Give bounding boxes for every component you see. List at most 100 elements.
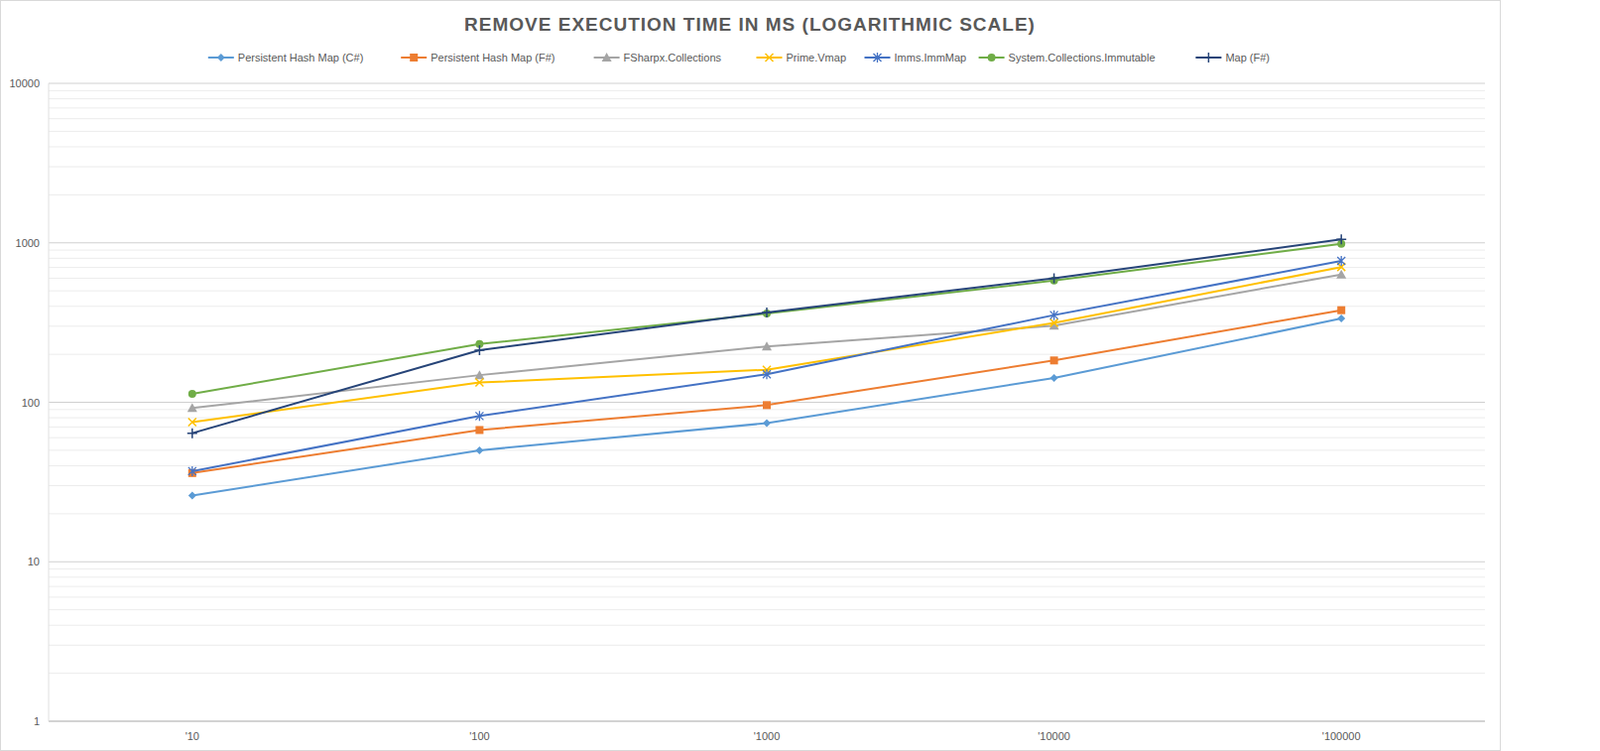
legend-item: Imms.ImmMap [864, 51, 968, 64]
x-tick-label: '10 [185, 730, 200, 742]
marker [761, 307, 772, 318]
y-axis-line [48, 83, 50, 722]
legend-marker [873, 52, 882, 63]
x-tick-label: '100 [469, 730, 490, 742]
minor-grid [48, 354, 1485, 356]
y-tick-label: 1000 [15, 237, 40, 249]
marker [188, 492, 197, 500]
legend-label: Imms.ImmMap [894, 51, 968, 64]
marker [188, 466, 197, 477]
title: REMOVE EXECUTION TIME IN MS (LOGARITHMIC… [464, 13, 1036, 35]
minor-grid [48, 266, 1485, 268]
legend-marker [217, 53, 226, 62]
minor-grid [48, 672, 1485, 674]
grid-line [48, 561, 1485, 563]
minor-grid [48, 194, 1485, 196]
marker [187, 428, 198, 439]
series-line [192, 318, 1342, 495]
series-line [192, 260, 1342, 472]
marker [1337, 306, 1346, 315]
minor-grid [48, 624, 1485, 626]
legend-marker [602, 52, 613, 62]
minor-grid [48, 586, 1485, 588]
series-line [192, 244, 1342, 394]
marker [1050, 373, 1059, 382]
legend-item: System.Collections.Immutable [979, 51, 1156, 64]
minor-grid [48, 644, 1485, 646]
minor-grid [48, 98, 1485, 100]
minor-grid [48, 290, 1485, 292]
marker [1337, 255, 1346, 266]
minor-grid [48, 130, 1485, 132]
minor-grid [48, 257, 1485, 259]
minor-grid [48, 305, 1485, 307]
marker [762, 419, 771, 428]
y-tick-label: 100 [21, 396, 40, 409]
legend-marker [765, 53, 774, 62]
series-line [192, 310, 1342, 474]
x-tick-label: '1000 [753, 730, 781, 742]
marker [188, 389, 197, 398]
minor-grid [48, 417, 1485, 419]
legend-item: FSharpx.Collections [594, 51, 723, 64]
minor-grid [48, 512, 1485, 514]
legend: Persistent Hash Map (C#) Persistent Hash … [208, 51, 1270, 64]
minor-grid [48, 277, 1485, 279]
marker [474, 369, 485, 379]
marker [475, 425, 484, 434]
legend-label: System.Collections.Immutable [1008, 51, 1156, 64]
chart: REMOVE EXECUTION TIME IN MS (LOGARITHMIC… [0, 0, 1600, 751]
x-axis-line [48, 721, 1485, 723]
legend-label: Persistent Hash Map (F#) [430, 51, 555, 64]
legend-item: Map (F#) [1195, 51, 1270, 64]
marker [1336, 234, 1347, 245]
minor-grid [48, 465, 1485, 467]
minor-grid [48, 576, 1485, 578]
marker [762, 400, 771, 409]
marker [1050, 310, 1059, 321]
marker [188, 418, 197, 427]
legend-label: Prime.Vmap [786, 51, 848, 64]
minor-grid [48, 408, 1485, 410]
y-tick-label: 10000 [8, 77, 40, 90]
marker [761, 341, 772, 351]
minor-grid [48, 166, 1485, 168]
y-tick-label: 10 [27, 555, 40, 568]
marker [1050, 356, 1059, 365]
legend-label: Persistent Hash Map (C#) [238, 51, 365, 64]
series-line [192, 274, 1342, 409]
y-tick-label: 1 [33, 715, 40, 728]
grid-line [48, 242, 1485, 244]
x-tick-label: '10000 [1037, 730, 1071, 742]
plot-area [187, 234, 1347, 499]
x-tick-label: '100000 [1322, 730, 1361, 742]
minor-grid [48, 118, 1485, 120]
minor-grid [48, 325, 1485, 327]
minor-grid [48, 90, 1485, 92]
marker [762, 369, 771, 379]
marker [475, 410, 484, 421]
grid-line [48, 83, 1485, 85]
chart-frame [0, 0, 1501, 751]
minor-grid [48, 437, 1485, 439]
minor-grid [48, 596, 1485, 598]
legend-label: Map (F#) [1225, 51, 1270, 64]
legend-label: FSharpx.Collections [623, 51, 723, 64]
legend-item: Persistent Hash Map (C#) [208, 51, 365, 64]
minor-grid [48, 107, 1485, 109]
marker [1049, 272, 1060, 283]
minor-grid [48, 568, 1485, 570]
legend-marker [409, 53, 418, 62]
minor-grid [48, 485, 1485, 487]
legend-item: Persistent Hash Map (F#) [400, 51, 555, 64]
legend-marker [987, 53, 996, 62]
minor-grid [48, 609, 1485, 611]
series-line [192, 266, 1342, 422]
marker [475, 446, 484, 455]
marker [187, 402, 198, 412]
series-line [192, 239, 1342, 433]
grid-line [48, 721, 1485, 723]
marker [475, 378, 484, 387]
minor-grid [48, 449, 1485, 451]
minor-grid [48, 145, 1485, 147]
